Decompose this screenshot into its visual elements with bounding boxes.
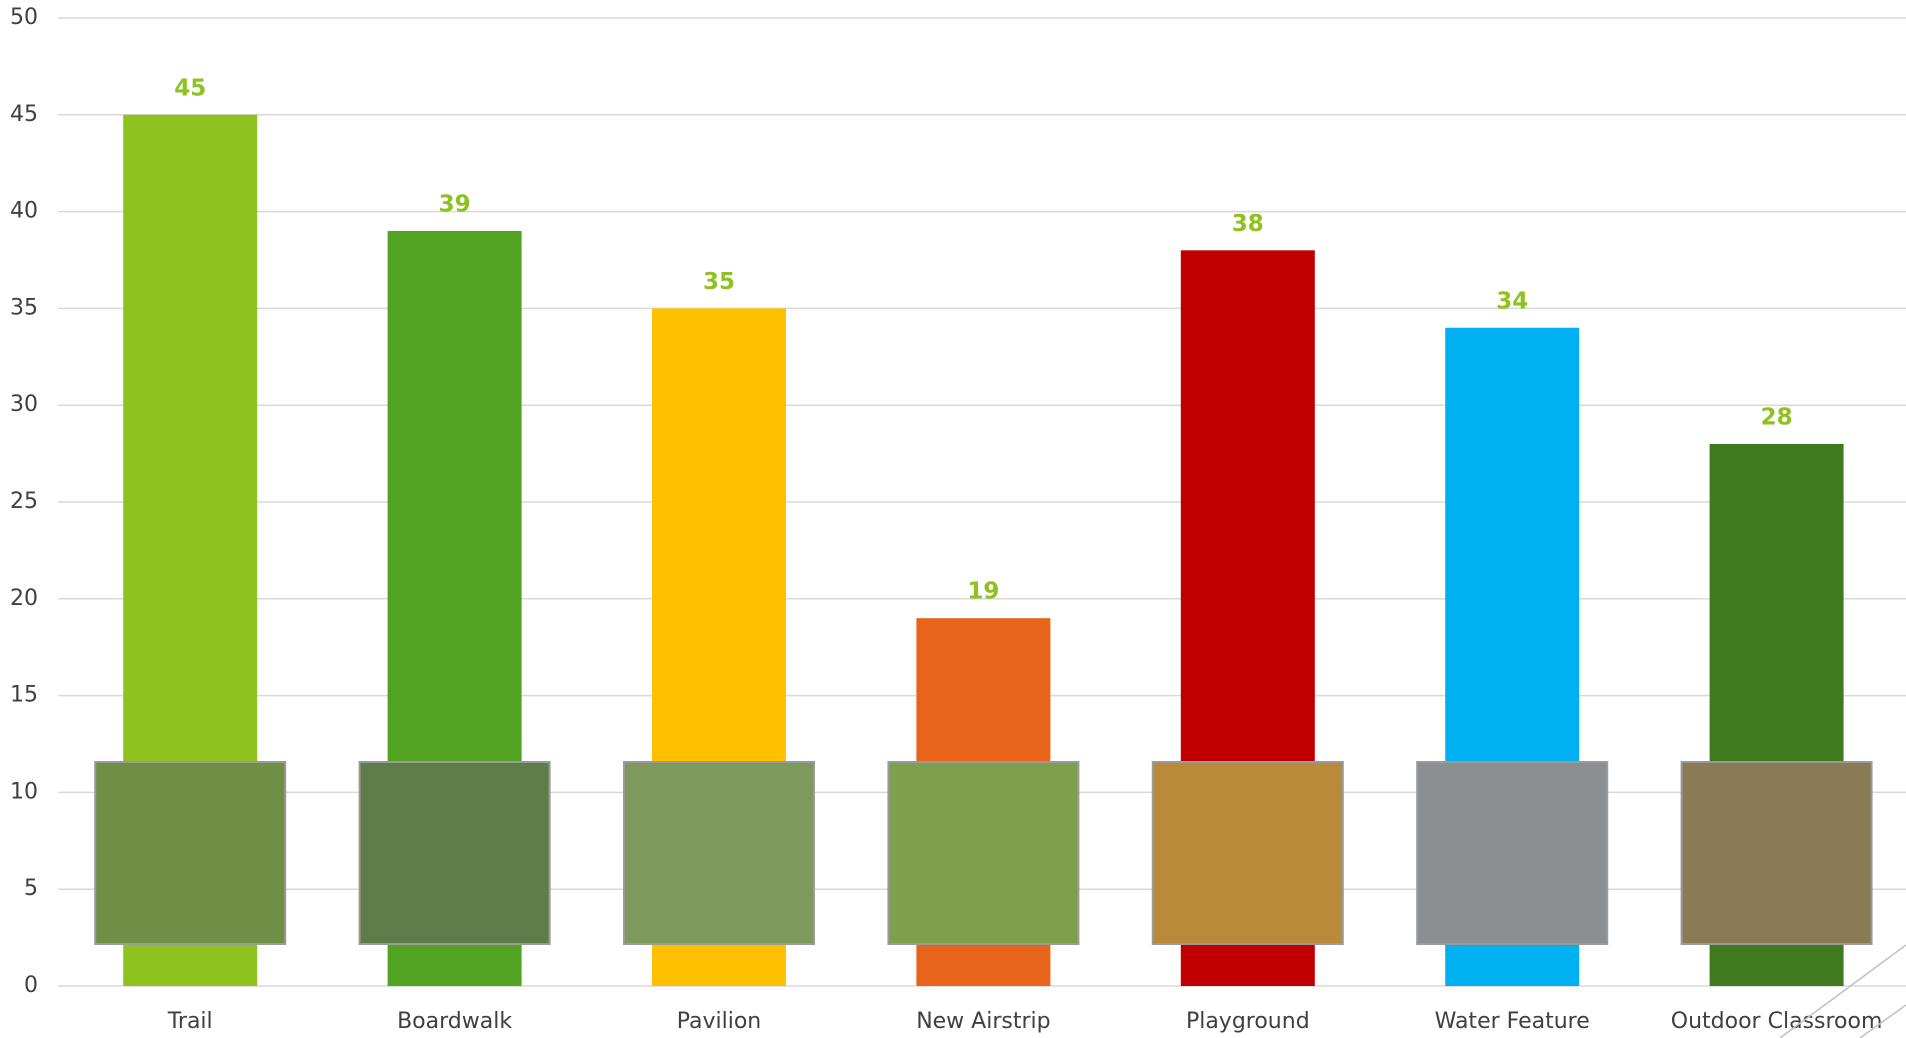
y-tick-label: 35	[10, 295, 38, 320]
value-label: 35	[703, 269, 735, 295]
photo	[94, 761, 287, 945]
photo	[358, 761, 551, 945]
x-tick-label: Boardwalk	[397, 1009, 512, 1034]
y-tick-label: 15	[10, 683, 38, 708]
photo-layer	[94, 761, 1873, 945]
x-tick-label: Playground	[1186, 1009, 1310, 1034]
y-tick-label: 5	[24, 876, 38, 901]
photo	[623, 761, 815, 945]
photo	[887, 761, 1080, 945]
photo	[1680, 761, 1873, 945]
photo	[1416, 761, 1609, 945]
x-tick-label: Water Feature	[1435, 1009, 1590, 1034]
y-tick-label: 20	[10, 586, 38, 611]
x-tick-label: New Airstrip	[916, 1009, 1050, 1034]
value-label: 39	[439, 191, 471, 217]
y-tick-label: 50	[10, 5, 38, 30]
x-tick-label: Outdoor Classroom	[1671, 1009, 1883, 1034]
x-tick-label: Trail	[167, 1009, 213, 1034]
value-label: 34	[1496, 288, 1528, 314]
y-tick-label: 10	[10, 779, 38, 804]
y-tick-label: 40	[10, 199, 38, 224]
photo	[1151, 761, 1344, 945]
decor-line	[1859, 1004, 1906, 1038]
y-tick-label: 30	[10, 392, 38, 417]
y-tick-label: 25	[10, 489, 38, 514]
x-tick-label: Pavilion	[677, 1009, 762, 1034]
y-tick-label: 45	[10, 102, 38, 127]
value-label: 28	[1761, 404, 1793, 430]
label-layer: 0 5 10 15 20 25 30 35 40 45 50 Trail 45 Boardwalk 39 Pa…	[10, 5, 1882, 1034]
value-label: 45	[174, 75, 206, 101]
value-label: 19	[967, 579, 999, 605]
value-label: 38	[1232, 211, 1264, 237]
decor-line	[1779, 944, 1906, 1038]
y-tick-label: 0	[24, 973, 38, 998]
